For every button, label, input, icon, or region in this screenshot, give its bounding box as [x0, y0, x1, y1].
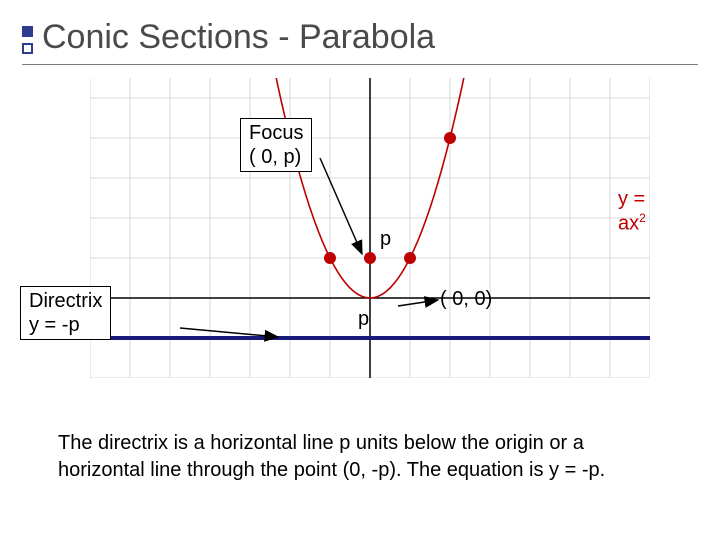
- title-underline: [22, 64, 698, 65]
- page-title: Conic Sections - Parabola: [42, 18, 435, 57]
- p-distance-label-upper: p: [380, 228, 391, 251]
- graph-svg: [90, 78, 650, 378]
- focus-label-box: Focus( 0, p): [240, 118, 312, 172]
- bullet-square-hollow: [22, 43, 33, 54]
- equation-exponent: 2: [639, 211, 646, 225]
- bullet-square: [22, 26, 33, 37]
- p-distance-label-lower: p: [358, 308, 369, 331]
- origin-label: ( 0, 0): [440, 288, 492, 311]
- title-bullet-decoration: [22, 26, 33, 54]
- equation-label: y = ax2: [618, 188, 650, 236]
- parabola-graph: Focus( 0, p) Directrixy = -p p p ( 0, 0)…: [90, 78, 650, 378]
- directrix-label-box: Directrixy = -p: [20, 286, 111, 340]
- description-text: The directrix is a horizontal line p uni…: [58, 430, 668, 484]
